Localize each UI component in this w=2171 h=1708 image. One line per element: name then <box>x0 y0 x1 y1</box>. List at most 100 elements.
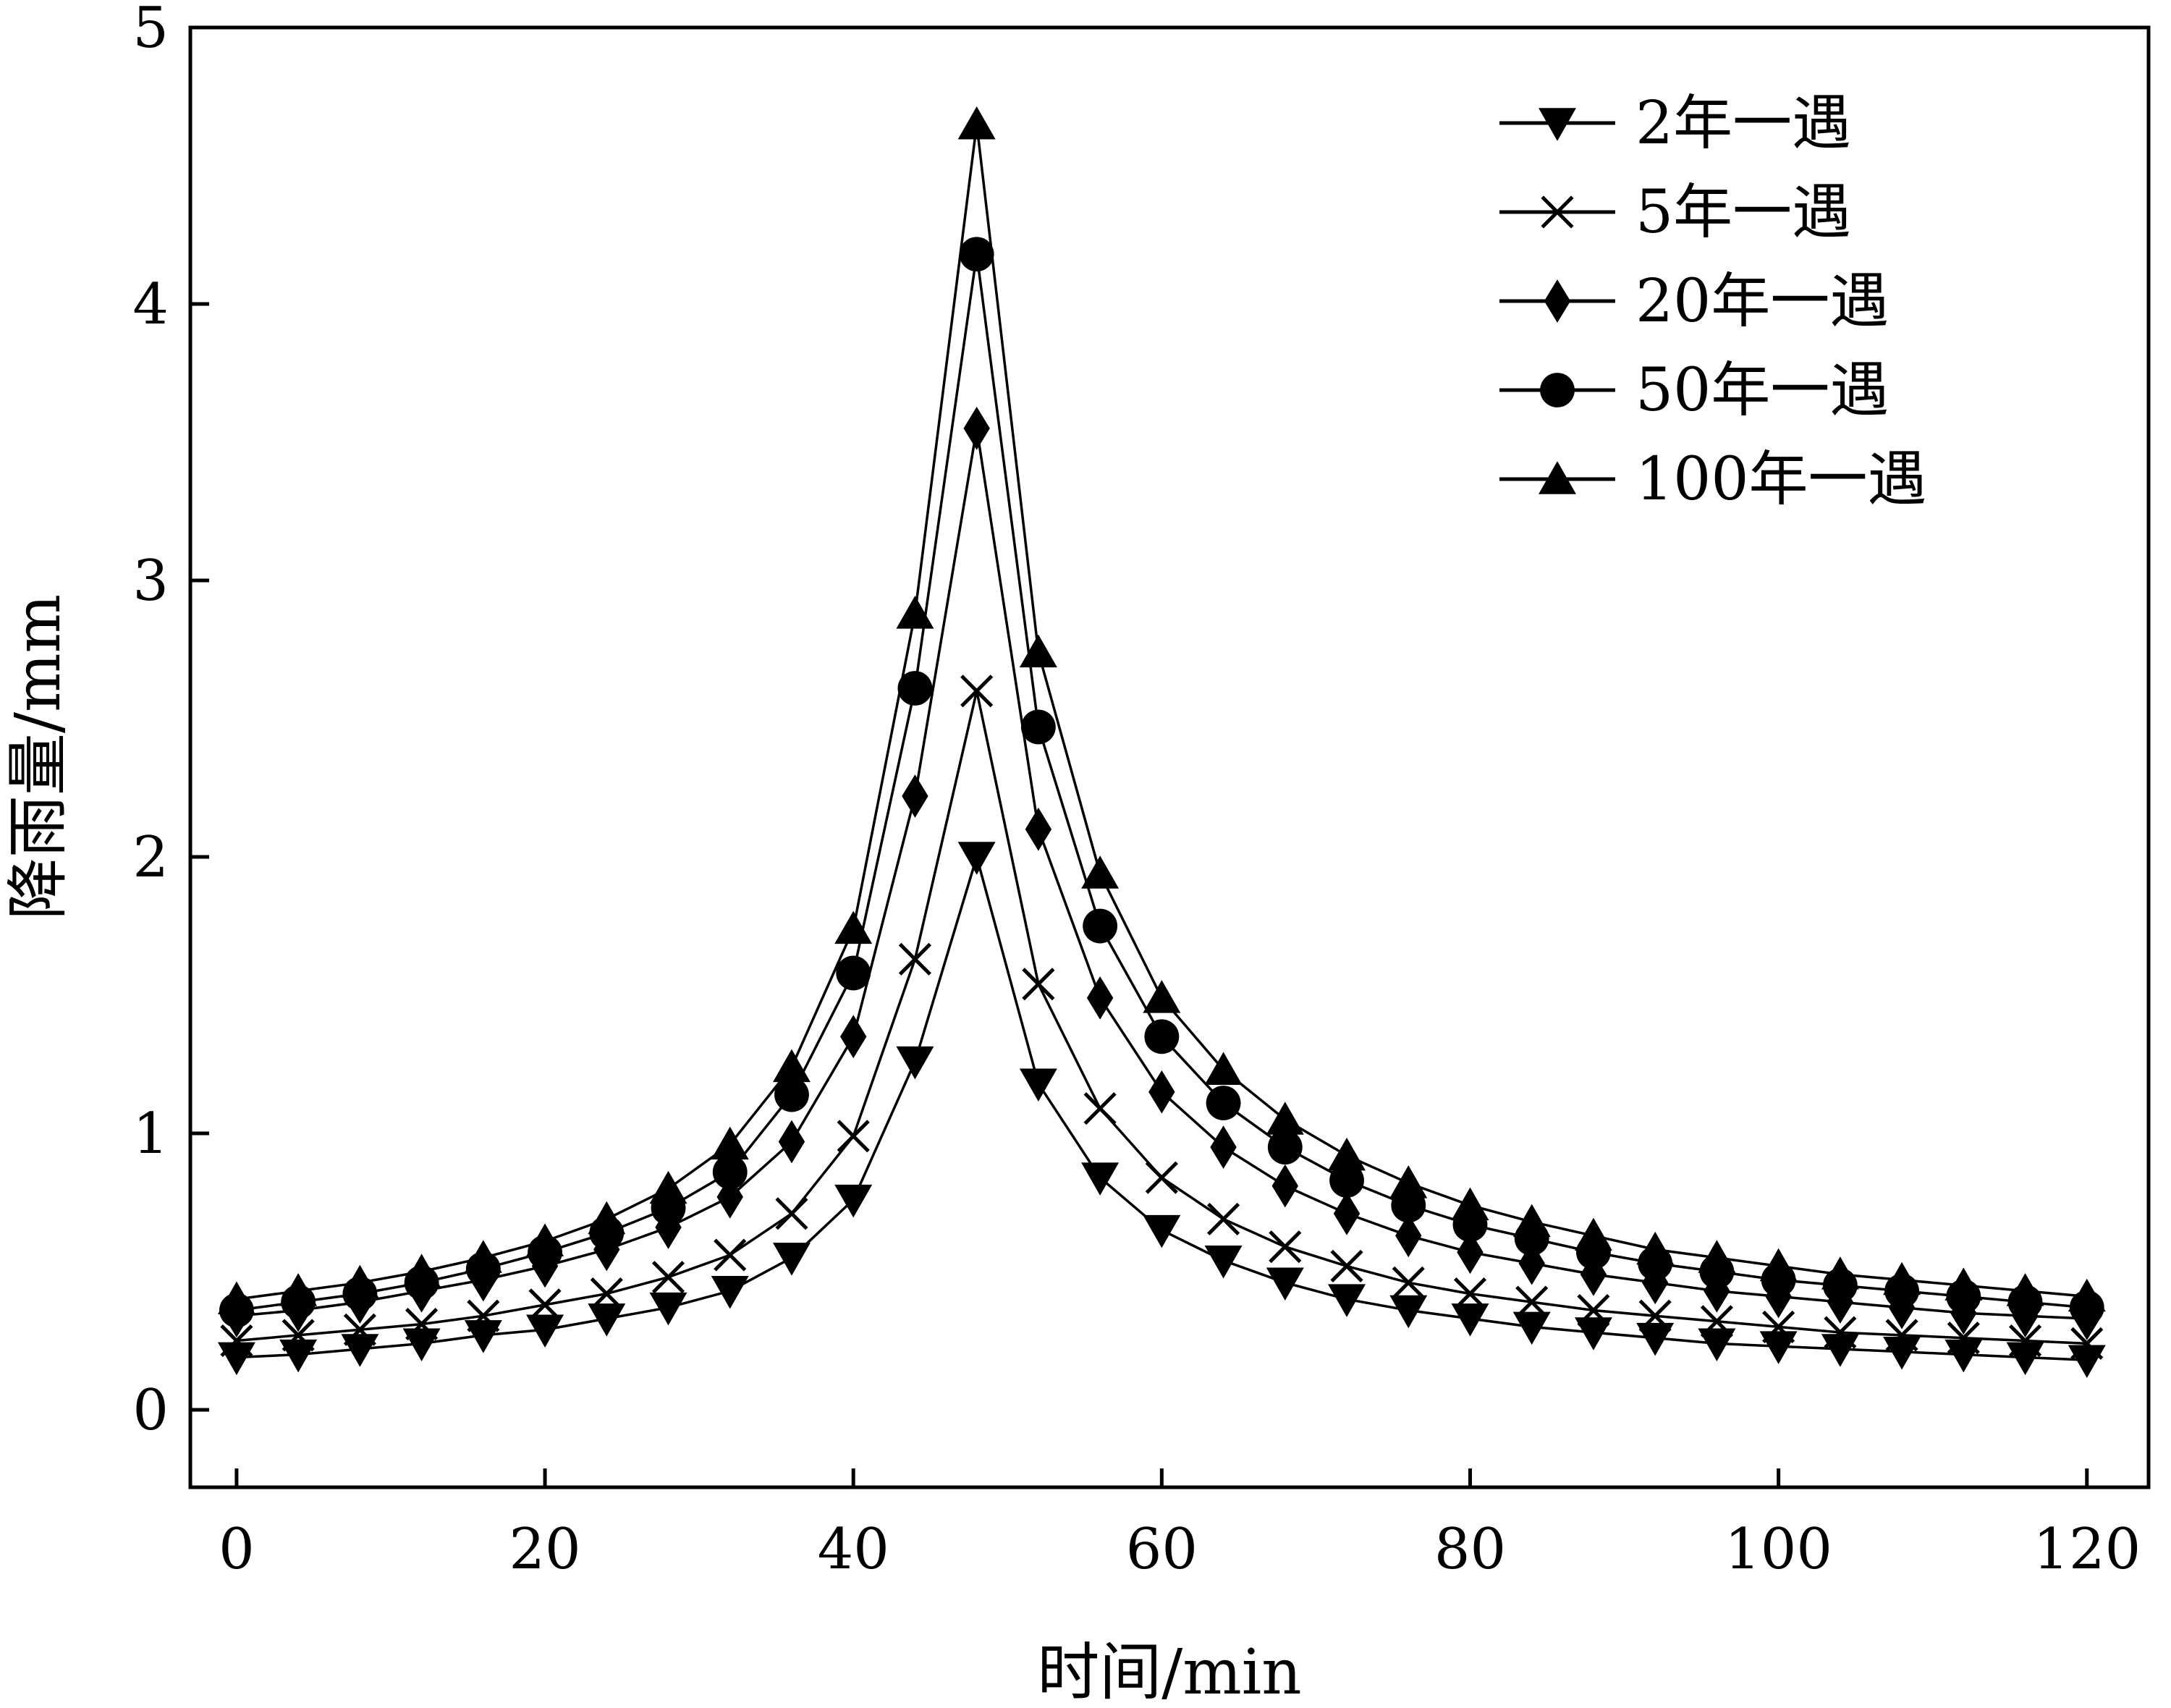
series <box>217 106 2106 1315</box>
data-point <box>2008 1324 2042 1358</box>
legend-item: 2年一遇 <box>1499 89 1851 158</box>
data-point <box>775 1197 808 1230</box>
y-tick-label: 1 <box>132 1102 169 1167</box>
legend-label: 100年一遇 <box>1635 445 1927 514</box>
data-point <box>963 407 990 450</box>
data-point <box>711 1275 749 1309</box>
x-tick-label: 80 <box>1434 1517 1506 1582</box>
data-point <box>1081 855 1120 889</box>
data-point <box>711 1126 749 1160</box>
data-point <box>1143 980 1181 1013</box>
data-point <box>716 1175 743 1219</box>
data-point <box>217 1281 255 1315</box>
x-tick-label: 60 <box>1126 1517 1198 1582</box>
legend: 2年一遇 5年一遇 20年一遇 50年一遇 100年一遇 <box>1499 89 1927 514</box>
y-axis-label: 降雨量/mm <box>2 594 75 920</box>
data-point <box>651 1261 685 1294</box>
data-point <box>1086 976 1114 1020</box>
data-point <box>1271 1164 1299 1208</box>
data-point <box>1210 1125 1237 1170</box>
y-tick-label: 4 <box>132 272 169 337</box>
data-point <box>840 1015 867 1059</box>
data-point <box>772 1243 811 1276</box>
data-point <box>528 1288 562 1322</box>
data-point <box>712 1154 748 1190</box>
legend-label: 50年一遇 <box>1635 356 1889 425</box>
y-axis-ticks: 0 1 2 3 4 5 <box>132 0 209 1443</box>
data-point <box>2006 1273 2044 1306</box>
series-line <box>236 428 2087 1320</box>
legend-item: 100年一遇 <box>1499 445 1927 514</box>
legend-marker <box>1540 373 1575 407</box>
x-tick-label: 40 <box>818 1517 889 1582</box>
data-point <box>341 1334 379 1367</box>
series <box>217 842 2106 1378</box>
data-point <box>590 1277 623 1311</box>
data-point <box>714 1238 747 1272</box>
x-tick-label: 100 <box>1724 1517 1832 1582</box>
legend-item: 5年一遇 <box>1499 178 1851 247</box>
x-tick-label: 120 <box>2033 1517 2141 1582</box>
data-point <box>1081 1162 1120 1196</box>
data-point <box>896 1046 934 1080</box>
data-point <box>1580 1252 1607 1296</box>
data-point <box>1019 634 1057 668</box>
data-point <box>1269 1230 1302 1264</box>
data-point <box>957 842 996 875</box>
data-point <box>649 1292 687 1326</box>
legend-label: 2年一遇 <box>1635 89 1851 158</box>
data-point <box>1453 1277 1487 1311</box>
data-point <box>220 1324 253 1358</box>
data-point <box>959 237 994 272</box>
data-point <box>1328 1284 1366 1317</box>
data-point <box>1267 1130 1303 1165</box>
data-point <box>1636 1231 1675 1265</box>
y-tick-label: 2 <box>132 825 169 890</box>
data-point <box>1204 1245 1243 1279</box>
legend-marker <box>1539 461 1576 494</box>
data-point <box>526 1223 564 1256</box>
y-tick-label: 5 <box>132 0 169 61</box>
x-tick-label: 20 <box>509 1517 580 1582</box>
x-axis-label: 时间/min <box>1037 1636 1301 1708</box>
data-point <box>1885 1319 1918 1352</box>
legend-label: 20年一遇 <box>1635 267 1889 336</box>
legend-label: 5年一遇 <box>1635 178 1851 247</box>
data-point <box>217 1342 255 1376</box>
data-point <box>282 1319 315 1352</box>
data-point <box>402 1328 441 1362</box>
data-point <box>1389 1165 1428 1198</box>
data-point <box>1512 1311 1551 1345</box>
data-point <box>1824 1316 1857 1349</box>
data-point <box>1395 1214 1422 1258</box>
series-layer <box>217 106 2106 1378</box>
data-point <box>279 1339 318 1373</box>
data-point <box>464 1320 502 1353</box>
data-point <box>1512 1204 1551 1238</box>
data-point <box>1083 1092 1117 1125</box>
data-point <box>1700 1305 1733 1338</box>
data-point <box>1204 1052 1243 1085</box>
data-point <box>1206 1086 1241 1120</box>
data-point <box>1330 1249 1363 1282</box>
data-point <box>467 1299 500 1332</box>
data-point <box>1944 1267 1983 1301</box>
data-point <box>1636 1322 1675 1356</box>
data-point <box>1947 1322 1980 1355</box>
data-point <box>1328 1137 1366 1171</box>
data-point <box>772 1049 811 1083</box>
data-point <box>1207 1202 1240 1236</box>
data-point <box>1821 1256 1859 1290</box>
data-point <box>1022 968 1055 1001</box>
data-point <box>1266 1102 1304 1135</box>
data-point <box>1148 1070 1175 1114</box>
data-point <box>834 1184 873 1218</box>
data-point <box>588 1303 626 1337</box>
data-point <box>1515 1285 1549 1319</box>
data-point <box>1083 908 1118 944</box>
data-point <box>649 1170 687 1204</box>
legend-marker <box>1541 195 1574 229</box>
data-point <box>1759 1331 1798 1364</box>
data-point <box>405 1308 439 1341</box>
